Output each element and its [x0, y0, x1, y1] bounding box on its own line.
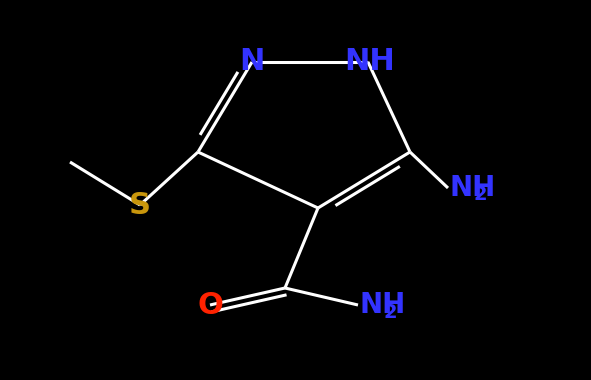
Text: S: S — [129, 190, 151, 220]
Text: N: N — [239, 48, 265, 76]
Text: NH: NH — [450, 174, 496, 202]
Text: O: O — [197, 290, 223, 320]
Text: 2: 2 — [473, 185, 487, 204]
Text: 2: 2 — [384, 302, 397, 321]
Text: NH: NH — [345, 48, 395, 76]
Text: NH: NH — [360, 291, 406, 319]
